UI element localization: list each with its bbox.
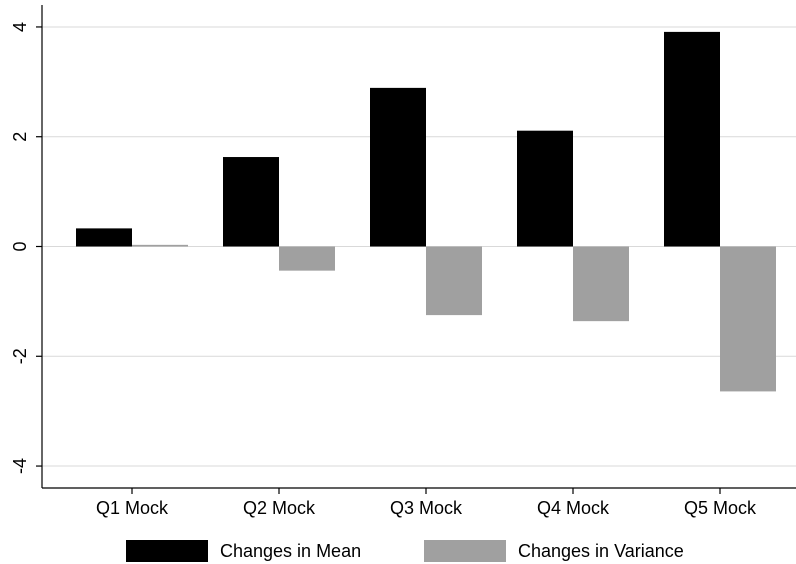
x-tick-label: Q3 Mock [390, 498, 463, 518]
x-tick-label: Q4 Mock [537, 498, 610, 518]
bar-changes-in-mean [517, 130, 573, 247]
bars [76, 31, 776, 392]
legend-label-variance: Changes in Variance [518, 541, 684, 561]
bar-changes-in-mean [223, 157, 279, 247]
x-tick-label: Q2 Mock [243, 498, 316, 518]
bar-changes-in-variance [279, 246, 335, 271]
bar-changes-in-variance [426, 246, 482, 316]
legend: Changes in Mean Changes in Variance [126, 540, 684, 562]
y-tick-label: -4 [10, 458, 30, 474]
y-tick-label: -2 [10, 348, 30, 364]
bar-changes-in-variance [132, 244, 188, 247]
bar-changes-in-variance [573, 246, 629, 322]
y-tick-label: 4 [10, 22, 30, 32]
bar-changes-in-mean [76, 228, 132, 247]
bar-changes-in-mean [370, 87, 426, 247]
x-tick-label: Q5 Mock [684, 498, 757, 518]
legend-label-mean: Changes in Mean [220, 541, 361, 561]
legend-swatch-variance [424, 540, 506, 562]
x-ticks: Q1 Mock Q2 Mock Q3 Mock Q4 Mock Q5 Mock [96, 488, 757, 518]
y-ticks: -4 -2 0 2 4 [10, 22, 42, 474]
y-tick-label: 2 [10, 132, 30, 142]
bar-changes-in-mean [664, 31, 720, 247]
bar-changes-in-variance [720, 246, 776, 392]
x-tick-label: Q1 Mock [96, 498, 169, 518]
y-tick-label: 0 [10, 241, 30, 251]
legend-swatch-mean [126, 540, 208, 562]
